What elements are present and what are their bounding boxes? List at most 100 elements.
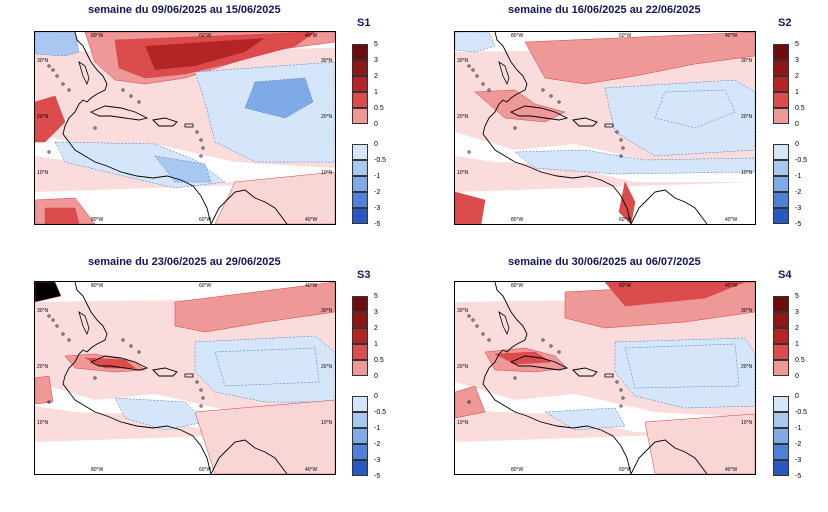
legend-swatch [352,76,368,92]
anomaly-contour [35,32,80,57]
anomaly-contour [604,282,746,307]
lat-tick-label-right: 30°N [741,308,753,314]
legend-swatch [773,444,789,460]
small-island [487,88,491,92]
legend-label: -2 [795,441,802,448]
anomaly-contour [35,95,66,143]
legend-label: -2 [795,189,802,196]
legend-swatch [773,160,789,176]
legend-swatch [352,412,368,428]
legend-swatch [352,144,368,160]
coastline [62,32,212,224]
panel-tag: S1 [357,17,371,29]
lat-tick-label-left: 10°N [37,170,49,176]
small-island [619,404,623,408]
legend-label: 0 [795,141,799,148]
lon-tick-label-bottom: 40°W [725,217,738,223]
small-island [475,324,479,328]
small-island [67,338,71,342]
lon-tick-label-top: 80°W [91,283,104,289]
small-island [557,100,561,104]
small-island [621,146,625,150]
legend-swatch [352,344,368,360]
legend-swatch [773,192,789,208]
legend-label: -3 [795,205,802,212]
panel-s2: semaine du 16/06/2025 au 22/06/2025 S2 8… [414,0,828,256]
legend-swatch [773,412,789,428]
lat-tick-label-left: 20°N [37,114,49,120]
small-island [55,324,59,328]
color-scale-legend: 5 3 2 1 0.5 0 0 -0.5 -1 -2 -3 -5 [773,293,811,484]
small-island [61,332,65,336]
lat-tick-label-right: 10°N [741,170,753,176]
legend-label: 5 [795,41,799,48]
lat-tick-label-right: 20°N [741,364,753,370]
legend-label: 1 [374,341,378,348]
lon-tick-label-bottom: 40°W [305,217,318,223]
lon-tick-label-top: 60°W [619,33,632,39]
legend-label: -5 [795,221,802,228]
anomaly-contour [35,375,54,405]
legend-swatch [352,360,368,376]
small-island [137,350,141,354]
legend-swatch [773,144,789,160]
legend-swatch [773,296,789,312]
small-island [129,94,133,98]
legend-swatch [352,444,368,460]
small-island [557,350,561,354]
island-hispaniola [572,117,598,127]
small-island [195,130,199,134]
lon-tick-label-top: 40°W [725,283,738,289]
legend-label: -3 [374,457,381,464]
legend-label: 1 [795,341,799,348]
lat-tick-label-left: 30°N [457,308,469,314]
legend-label: -0.5 [795,157,808,164]
small-island [467,150,471,154]
coastline [62,282,212,474]
legend-swatch [352,160,368,176]
anomaly-contour [84,357,136,369]
small-island [481,82,485,86]
legend-swatch [773,76,789,92]
lon-tick-label-top: 60°W [199,33,212,39]
island-cuba [89,355,149,371]
legend-swatch [773,460,789,476]
legend-label: -0.5 [795,409,808,416]
small-island [61,82,65,86]
small-island [137,100,141,104]
legend-label: 5 [374,41,378,48]
legend-label: 1 [795,89,799,96]
florida-peninsula [78,311,90,336]
lon-tick-label-top: 80°W [511,283,524,289]
anomaly-map: 80°W 80°W 60°W 60°W 40°W 40°W 30°N 30°N 20°N 20°N… [454,31,756,225]
panel-tag: S2 [778,17,792,29]
small-island [487,338,491,342]
legend-swatch [352,192,368,208]
anomaly-contour [514,149,755,175]
small-island [121,338,125,342]
lat-tick-label-left: 30°N [37,308,49,314]
anomaly-contour [44,207,80,224]
lat-tick-label-left: 20°N [37,364,49,370]
legend-swatch [773,176,789,192]
color-scale-legend: 5 3 2 1 0.5 0 0 -0.5 -1 -2 -3 -5 [773,41,811,232]
anomaly-contour [624,343,740,389]
map-canvas [455,32,755,224]
anomaly-contour [194,399,335,474]
legend-label: 0 [795,373,799,380]
lon-tick-label-top: 40°W [305,283,318,289]
island-cuba [509,355,569,371]
small-island [475,74,479,78]
lat-tick-label-right: 20°N [741,114,753,120]
lon-tick-label-bottom: 80°W [91,467,104,473]
legend-swatch [773,108,789,124]
map-canvas [455,282,755,474]
panel-title: semaine du 30/06/2025 au 06/07/2025 [508,256,701,268]
map-canvas [35,282,335,474]
small-island [93,126,97,130]
lon-tick-label-top: 80°W [511,33,524,39]
anomaly-map: 80°W 80°W 60°W 60°W 40°W 40°W 30°N 30°N 20°N 20°N… [34,281,336,475]
lon-tick-label-bottom: 60°W [619,217,632,223]
legend-swatch [352,108,368,124]
small-island [513,376,517,380]
